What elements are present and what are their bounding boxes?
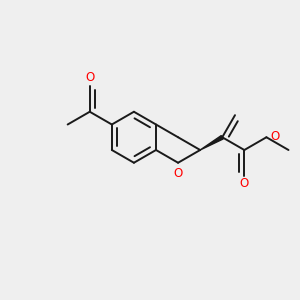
Text: O: O xyxy=(85,71,95,84)
Text: O: O xyxy=(174,167,183,180)
Text: O: O xyxy=(239,177,249,190)
Text: O: O xyxy=(270,130,279,143)
Polygon shape xyxy=(200,136,223,150)
